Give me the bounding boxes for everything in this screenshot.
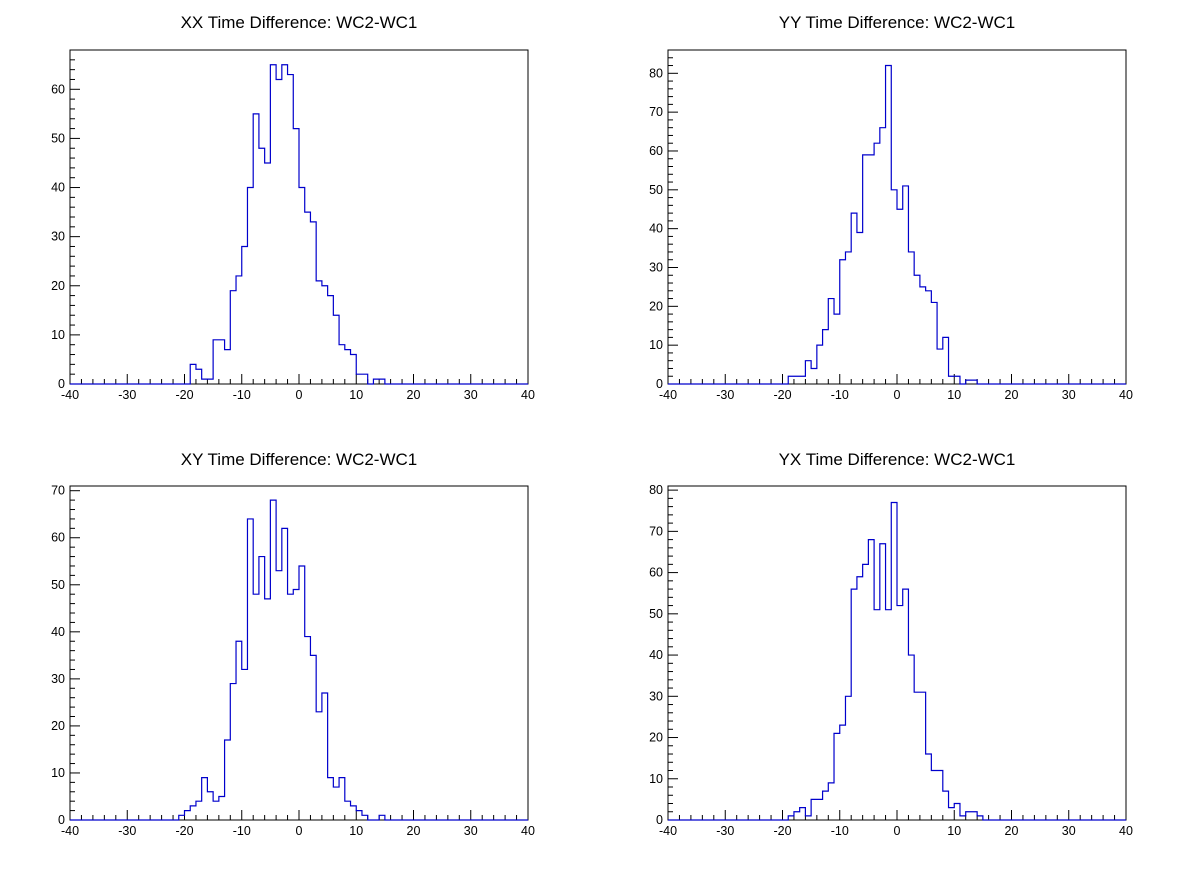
y-tick-label: 30 [649,689,663,703]
histogram-line [668,501,1126,821]
y-tick-label: 70 [51,484,65,498]
x-tick-label: -40 [659,824,677,838]
x-tick-label: -40 [61,388,79,402]
x-tick-label: 30 [464,824,478,838]
chart-title: XY Time Difference: WC2-WC1 [181,450,418,469]
chart-title: XX Time Difference: WC2-WC1 [181,13,418,32]
y-tick-label: 60 [51,531,65,545]
x-tick-label: -10 [831,824,849,838]
x-tick-label: 40 [1119,388,1133,402]
y-tick-label: 10 [51,766,65,780]
x-tick-label: 20 [407,824,421,838]
y-tick-label: 60 [51,82,65,96]
x-tick-label: 0 [894,388,901,402]
y-tick-label: 50 [649,183,663,197]
y-tick-label: 80 [649,66,663,80]
y-tick-label: 10 [51,328,65,342]
plot-frame [667,49,1127,385]
y-tick-label: 80 [649,483,663,497]
histogram-panel-1: XX Time Difference: WC2-WC1 -40 -30 -20 -10 0… [51,13,535,402]
histogram-panel-2: YY Time Difference: WC2-WC1 -40 -30 -20 -10 0… [649,13,1133,402]
x-tick-label: 10 [947,388,961,402]
y-tick-label: 20 [51,279,65,293]
chart-title: YX Time Difference: WC2-WC1 [779,450,1016,469]
y-tick-label: 40 [51,181,65,195]
x-tick-label: 20 [1005,824,1019,838]
y-tick-label: 0 [656,377,663,391]
histogram-panel-3: XY Time Difference: WC2-WC1 -40 -30 -20 -10 0… [51,450,535,838]
x-tick-label: -30 [716,824,734,838]
x-tick-label: 40 [521,388,535,402]
x-tick-label: 40 [1119,824,1133,838]
x-tick-label: 0 [894,824,901,838]
x-tick-label: 30 [1062,824,1076,838]
plot-frame [69,49,529,385]
y-tick-label: 40 [51,625,65,639]
y-tick-label: 50 [649,607,663,621]
y-tick-label: 50 [51,131,65,145]
y-tick-label: 30 [51,230,65,244]
x-tick-label: -30 [716,388,734,402]
x-tick-label: -30 [118,824,136,838]
y-tick-label: 50 [51,578,65,592]
x-tick-label: 10 [947,824,961,838]
y-tick-label: 30 [649,260,663,274]
x-tick-label: 30 [464,388,478,402]
x-tick-label: 30 [1062,388,1076,402]
y-tick-label: 60 [649,566,663,580]
x-tick-label: 20 [1005,388,1019,402]
chart-title: YY Time Difference: WC2-WC1 [779,13,1016,32]
histogram-line [70,499,528,821]
y-tick-label: 70 [649,105,663,119]
y-tick-label: 70 [649,524,663,538]
x-tick-label: 40 [521,824,535,838]
y-tick-label: 40 [649,648,663,662]
x-tick-label: 0 [296,388,303,402]
x-tick-label: -40 [61,824,79,838]
y-tick-label: 0 [656,813,663,827]
y-tick-label: 20 [51,719,65,733]
x-tick-label: 10 [349,824,363,838]
x-tick-label: -20 [773,388,791,402]
y-tick-label: 30 [51,672,65,686]
y-tick-label: 10 [649,772,663,786]
y-tick-label: 60 [649,144,663,158]
y-tick-label: 20 [649,731,663,745]
y-tick-label: 40 [649,222,663,236]
plot-frame [69,485,529,821]
x-tick-label: 20 [407,388,421,402]
y-tick-label: 0 [58,377,65,391]
x-tick-label: -10 [233,388,251,402]
x-tick-label: 10 [349,388,363,402]
x-tick-label: -20 [175,824,193,838]
x-tick-label: -20 [773,824,791,838]
y-tick-label: 0 [58,813,65,827]
x-tick-label: -10 [233,824,251,838]
histogram-line [70,64,528,385]
x-tick-label: -20 [175,388,193,402]
y-tick-label: 10 [649,338,663,352]
histogram-line [668,64,1126,385]
y-tick-label: 20 [649,299,663,313]
x-tick-label: 0 [296,824,303,838]
x-tick-label: -30 [118,388,136,402]
histogram-panel-4: YX Time Difference: WC2-WC1 -40 -30 -20 -10 0… [649,450,1133,838]
x-tick-label: -10 [831,388,849,402]
x-tick-label: -40 [659,388,677,402]
